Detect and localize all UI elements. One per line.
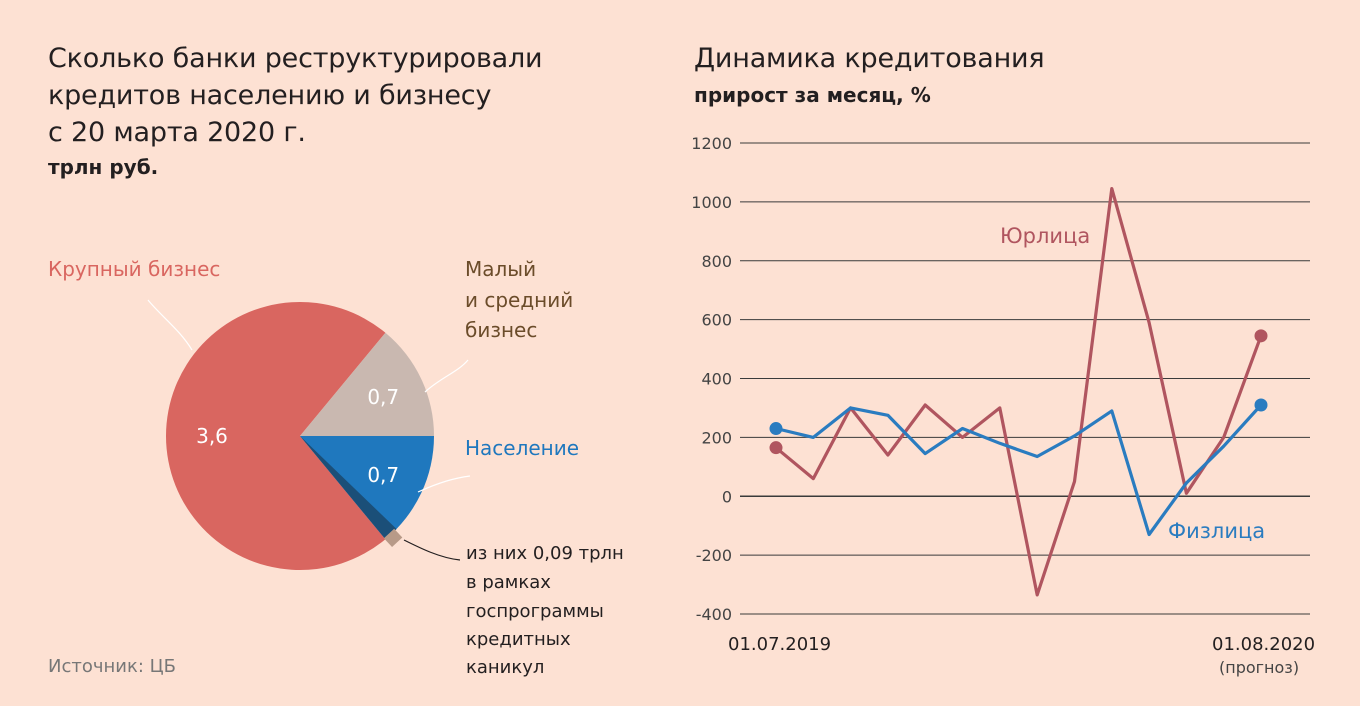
y-tick-label: 1000 [691,193,732,212]
y-tick-label: 800 [701,252,732,271]
note-line-5: каникул [466,657,545,678]
leader-population [417,475,471,493]
note-line-4: кредитных [466,629,571,650]
series-start-dot [769,422,783,436]
source: Источник: ЦБ [48,656,176,677]
line-individuals [775,403,1263,537]
line-legal-entities [774,187,1263,597]
sub-slice-marker [383,528,403,548]
y-tick-label: 400 [701,370,732,389]
line-title: Динамика кредитования [694,43,1045,74]
x-label-last-note: (прогноз) [1219,658,1300,677]
pie-title-line-1: Сколько банки реструктурировали [48,43,543,74]
x-label-first: 01.07.2019 [728,634,832,655]
label-large-business: Крупный бизнес [48,257,221,281]
pie-chart: 3,6 0,7 0,7 [147,299,471,570]
pie-slice-large-business [166,302,386,570]
pie-unit: трлн руб. [48,155,159,179]
leader-large [147,299,193,351]
y-tick-label: 0 [722,487,732,506]
pie-value-sme: 0,7 [367,385,399,409]
series-label-legal: Юрлица [1000,224,1090,248]
label-sme-line-2: и средний [465,288,574,312]
y-tick-label: 600 [701,311,732,330]
note-line-2: в рамках [466,572,551,593]
pie-slice-sme [300,332,434,436]
pie-slice-population-sub [300,436,397,540]
line-subtitle: прирост за месяц, % [694,83,931,107]
series-start-dot [769,441,783,455]
series-end-dot [1254,329,1268,343]
x-label-last: 01.08.2020 [1212,634,1316,655]
series-label-individuals: Физлица [1168,519,1265,543]
leader-note [403,539,461,561]
label-sme-line-3: бизнес [465,318,538,342]
y-tick-label: -200 [696,546,732,565]
pie-value-large: 3,6 [196,424,228,448]
series-end-dot [1254,398,1268,412]
note-line-1: из них 0,09 трлн [466,543,624,564]
note-line-3: госпрограммы [466,601,604,622]
pie-title-line-2: кредитов населению и бизнесу [48,80,492,111]
pie-value-population: 0,7 [367,463,399,487]
label-population: Население [465,436,580,460]
label-sme-line-1: Малый [465,257,537,281]
pie-slice-population [300,436,434,540]
pie-title-line-3: с 20 марта 2020 г. [48,117,306,148]
y-tick-label: 1200 [691,134,732,153]
y-tick-label: -400 [696,605,732,624]
leader-sme [424,359,469,393]
y-tick-label: 200 [701,428,732,447]
